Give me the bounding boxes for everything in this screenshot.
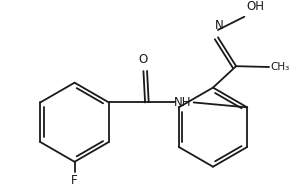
Text: N: N [215, 19, 224, 32]
Text: NH: NH [174, 96, 192, 109]
Text: F: F [71, 174, 78, 187]
Text: CH₃: CH₃ [271, 62, 290, 72]
Text: OH: OH [247, 0, 265, 13]
Text: O: O [139, 53, 148, 66]
